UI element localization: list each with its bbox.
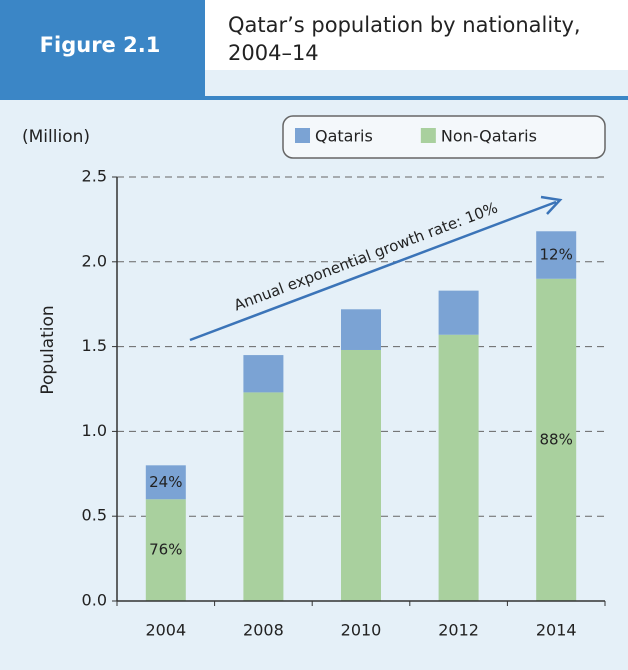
x-tick-label: 2014	[536, 621, 577, 640]
y-tick-label: 0.5	[82, 506, 107, 525]
legend-swatch	[295, 128, 310, 143]
growth-arrow	[189, 200, 557, 342]
bar-segment	[341, 309, 381, 350]
share-label: 76%	[149, 541, 182, 559]
y-axis-label: Population	[38, 305, 58, 394]
x-tick-label: 2008	[243, 621, 284, 640]
chart-title: 2004–14	[228, 41, 319, 65]
chart-title: Qatar’s population by nationality,	[228, 13, 581, 37]
unit-label: (Million)	[22, 127, 90, 147]
bar-segment	[145, 465, 186, 500]
x-tick-label: 2010	[341, 621, 382, 640]
bar-segment	[438, 290, 479, 335]
legend-label: Non-Qataris	[441, 127, 537, 146]
arrow-head	[540, 195, 563, 215]
x-tick-label: 2012	[438, 621, 479, 640]
y-tick-label: 1.5	[82, 336, 107, 355]
y-tick-label: 2.0	[82, 251, 107, 270]
x-tick-label: 2004	[145, 621, 186, 640]
y-tick-label: 0.0	[82, 591, 107, 610]
header-rule	[0, 96, 628, 100]
y-tick-label: 1.0	[82, 421, 107, 440]
y-tick-label: 2.5	[82, 167, 107, 186]
bar-segment	[341, 349, 381, 601]
legend-label: Qataris	[315, 127, 373, 146]
share-label: 24%	[149, 473, 182, 491]
legend	[282, 115, 606, 159]
figure-label: Figure 2.1	[40, 33, 161, 57]
bar-segment	[145, 499, 186, 601]
bar-segment	[243, 355, 284, 393]
bar-segment	[438, 334, 479, 601]
header-strip	[205, 70, 628, 96]
bar-segment	[536, 231, 577, 279]
bar-segment	[243, 392, 284, 601]
share-label: 12%	[540, 246, 573, 264]
bar-segment	[536, 278, 577, 601]
legend-swatch	[420, 128, 436, 143]
figure-box	[0, 0, 205, 96]
share-label: 88%	[540, 430, 573, 448]
